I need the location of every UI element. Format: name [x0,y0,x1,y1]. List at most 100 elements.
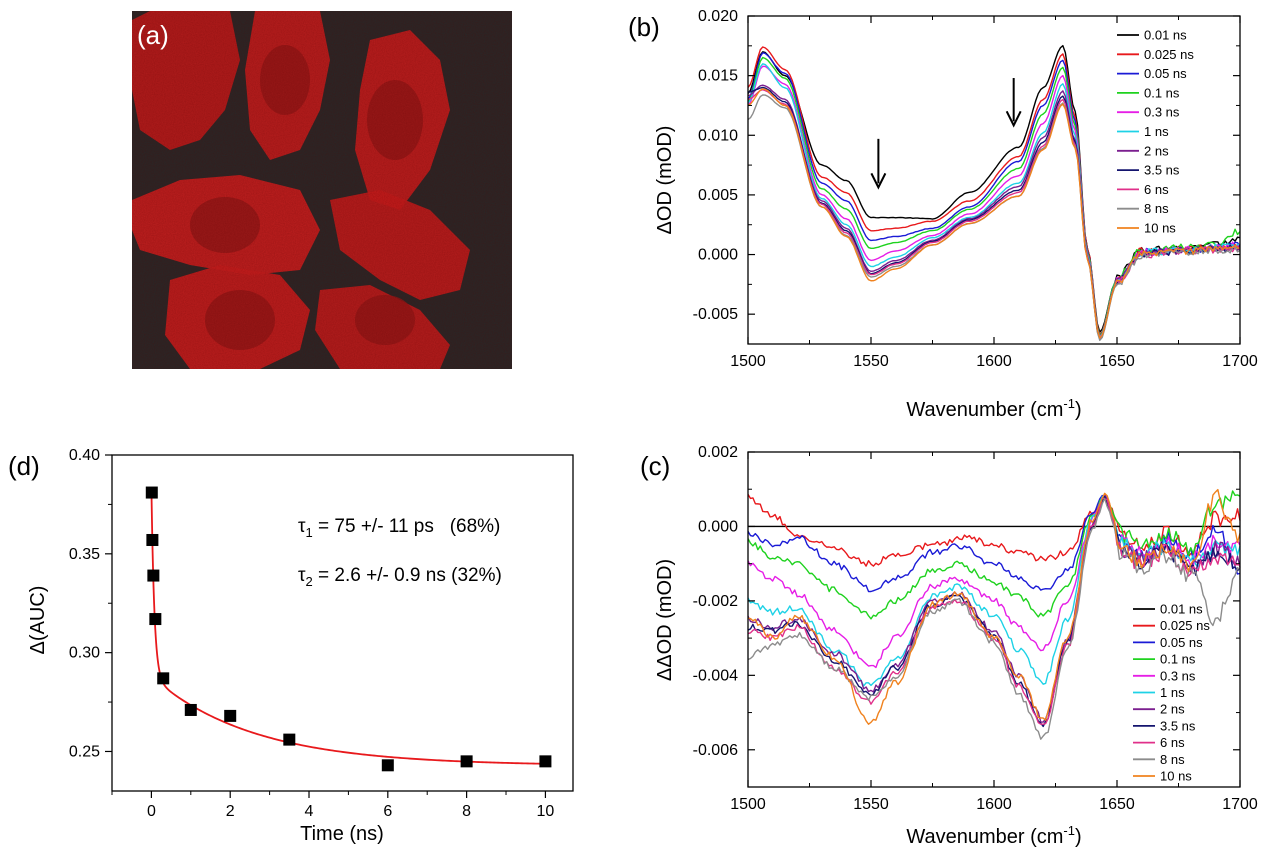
b-ytick-label-4: 0.015 [698,68,738,85]
d-data-point-4 [157,672,170,685]
panel-a-microscopy: (a) [132,11,512,369]
b-legend-label-1: 0.025 ns [1144,47,1194,62]
d-data-point-9 [460,755,473,768]
c-legend-label-5: 1 ns [1160,685,1185,700]
tau1-sub: 1 [306,525,313,540]
d-ytick-label-3: 0.40 [69,447,100,464]
panel-d-xlabel: Time (ns) [300,823,384,845]
panel-b-chart: 1500 1550 1600 1650 1700 -0.005 0.000 0.005 0.01… [654,8,1258,421]
d-data-point-1 [146,533,159,546]
panel-a-label: (a) [137,20,169,50]
panel-d-label: (d) [8,451,40,481]
panel-b-legend: 0.01 ns 0.025 ns 0.05 ns 0.1 ns 0.3 ns 1 ns 2 … [1117,28,1194,236]
c-series-line-1-ns [747,495,1241,687]
d-xtick-label-8: 8 [462,803,471,820]
panel-b-series-group [747,44,1241,342]
c-series-line-3-5-ns [747,495,1241,728]
tau1-symbol: τ [298,516,306,537]
b-ytick-label-0: -0.005 [693,306,738,323]
c-legend-label-10: 10 ns [1160,769,1192,784]
panel-d-frame [111,454,574,792]
c-legend-label-4: 0.3 ns [1160,668,1196,683]
panel-d-axes: 0 2 4 6 8 10 0.25 0.30 0.35 0.40 [69,447,555,820]
panel-d-tau2: τ2 = 2.6 +/- 0.9 ns (32%) [298,565,502,589]
b-xtick-label-1700: 1700 [1222,353,1258,370]
d-xtick-label-4: 4 [305,803,314,820]
panel-b-axes: 1500 1550 1600 1650 1700 -0.005 0.000 0.005 0.01… [693,8,1258,370]
b-legend-label-7: 3.5 ns [1144,163,1180,178]
d-xtick-label-2: 2 [226,803,235,820]
d-ytick-label-1: 0.30 [69,645,100,662]
c-legend-label-9: 8 ns [1160,752,1185,767]
c-legend-label-6: 2 ns [1160,702,1185,717]
tau2-text: = 2.6 +/- 0.9 ns (32%) [313,565,502,586]
panel-d-chart: 0 2 4 6 8 100.250.300.350.40 τ1 = 75 +/- 11 p… [27,447,574,845]
panel-b-label: (b) [628,12,660,42]
c-legend-label-0: 0.01 ns [1160,602,1203,617]
panel-c-legend: 0.01 ns0.025 ns 0.05 ns 0.1 ns0.3 ns 1 ns 2 … [1133,602,1210,784]
b-xtick-label-1600: 1600 [976,353,1012,370]
d-data-point-10 [539,755,552,768]
d-data-point-8 [381,759,394,772]
b-series-line-10-ns [747,88,1241,339]
panel-c-series-group [747,488,1241,740]
panel-b-xlabel-end: ) [1075,399,1082,421]
b-series-line-0-01-ns [747,44,1241,333]
panel-c-xlabel: Wavenumber (cm-1) [906,823,1081,848]
c-ytick-label-4: 0.002 [698,444,738,461]
b-arrow-head-1 [1005,110,1022,128]
c-series-line-0-1-ns [747,490,1241,620]
panel-b-ylabel: ΔOD (mOD) [654,126,676,235]
d-data-point-0 [145,486,158,499]
c-ytick-label-3: 0.000 [698,518,738,535]
b-legend-label-4: 0.3 ns [1144,105,1180,120]
d-data-point-6 [224,709,237,722]
panel-c-label: (c) [640,451,670,481]
texture-overlay [132,11,512,369]
b-legend-label-6: 2 ns [1144,143,1169,158]
panel-d-tau1: τ1 = 75 +/- 11 ps (68%) [298,516,500,540]
c-ytick-label-0: -0.006 [693,742,738,759]
b-xtick-label-1550: 1550 [853,353,889,370]
panel-d-points-group [145,486,552,772]
panel-c-xlabel-main: Wavenumber (cm [906,826,1063,848]
c-series-line-10-ns [747,488,1241,725]
panel-b-xlabel: Wavenumber (cm-1) [906,396,1081,421]
d-data-point-5 [184,703,197,716]
panel-c-xlabel-end: ) [1075,826,1082,848]
panel-c-axes: 1500 1550 1600 1650 1700 -0.006 -0.004 -0.002 0.… [693,444,1258,813]
d-xtick-label-10: 10 [537,803,555,820]
c-legend-label-7: 3.5 ns [1160,718,1196,733]
panel-c-ylabel: ΔΔOD (mOD) [654,559,676,681]
c-legend-label-3: 0.1 ns [1160,652,1196,667]
b-xtick-label-1650: 1650 [1099,353,1135,370]
panel-d-ylabel: Δ(AUC) [27,586,49,655]
d-ytick-label-2: 0.35 [69,546,100,563]
c-xtick-label-1550: 1550 [853,796,889,813]
c-legend-label-8: 6 ns [1160,735,1185,750]
b-ytick-label-2: 0.005 [698,187,738,204]
panel-b-xlabel-main: Wavenumber (cm [906,399,1063,421]
c-xtick-label-1650: 1650 [1099,796,1135,813]
d-xtick-label-6: 6 [383,803,392,820]
c-legend-label-2: 0.05 ns [1160,635,1203,650]
b-legend-label-2: 0.05 ns [1144,66,1187,81]
c-series-line-0-025-ns [747,493,1241,567]
d-data-point-7 [283,733,296,746]
panel-b-xlabel-sup: -1 [1063,396,1075,411]
c-xtick-label-1600: 1600 [976,796,1012,813]
panel-b-arrows [870,78,1022,190]
panel-c-xlabel-sup: -1 [1063,823,1075,838]
d-data-point-3 [149,613,162,626]
b-legend-label-0: 0.01 ns [1144,28,1187,43]
d-ytick-label-0: 0.25 [69,743,100,760]
tau2-sub: 2 [306,574,313,589]
b-legend-label-5: 1 ns [1144,124,1169,139]
b-legend-label-9: 8 ns [1144,201,1169,216]
d-data-point-2 [147,569,160,582]
c-xtick-label-1500: 1500 [730,796,766,813]
b-legend-label-10: 10 ns [1144,221,1176,236]
b-ytick-label-5: 0.020 [698,8,738,25]
panel-c-chart: 1500 1550 1600 1650 1700 -0.006 -0.004 -0.002 0.… [654,444,1258,848]
